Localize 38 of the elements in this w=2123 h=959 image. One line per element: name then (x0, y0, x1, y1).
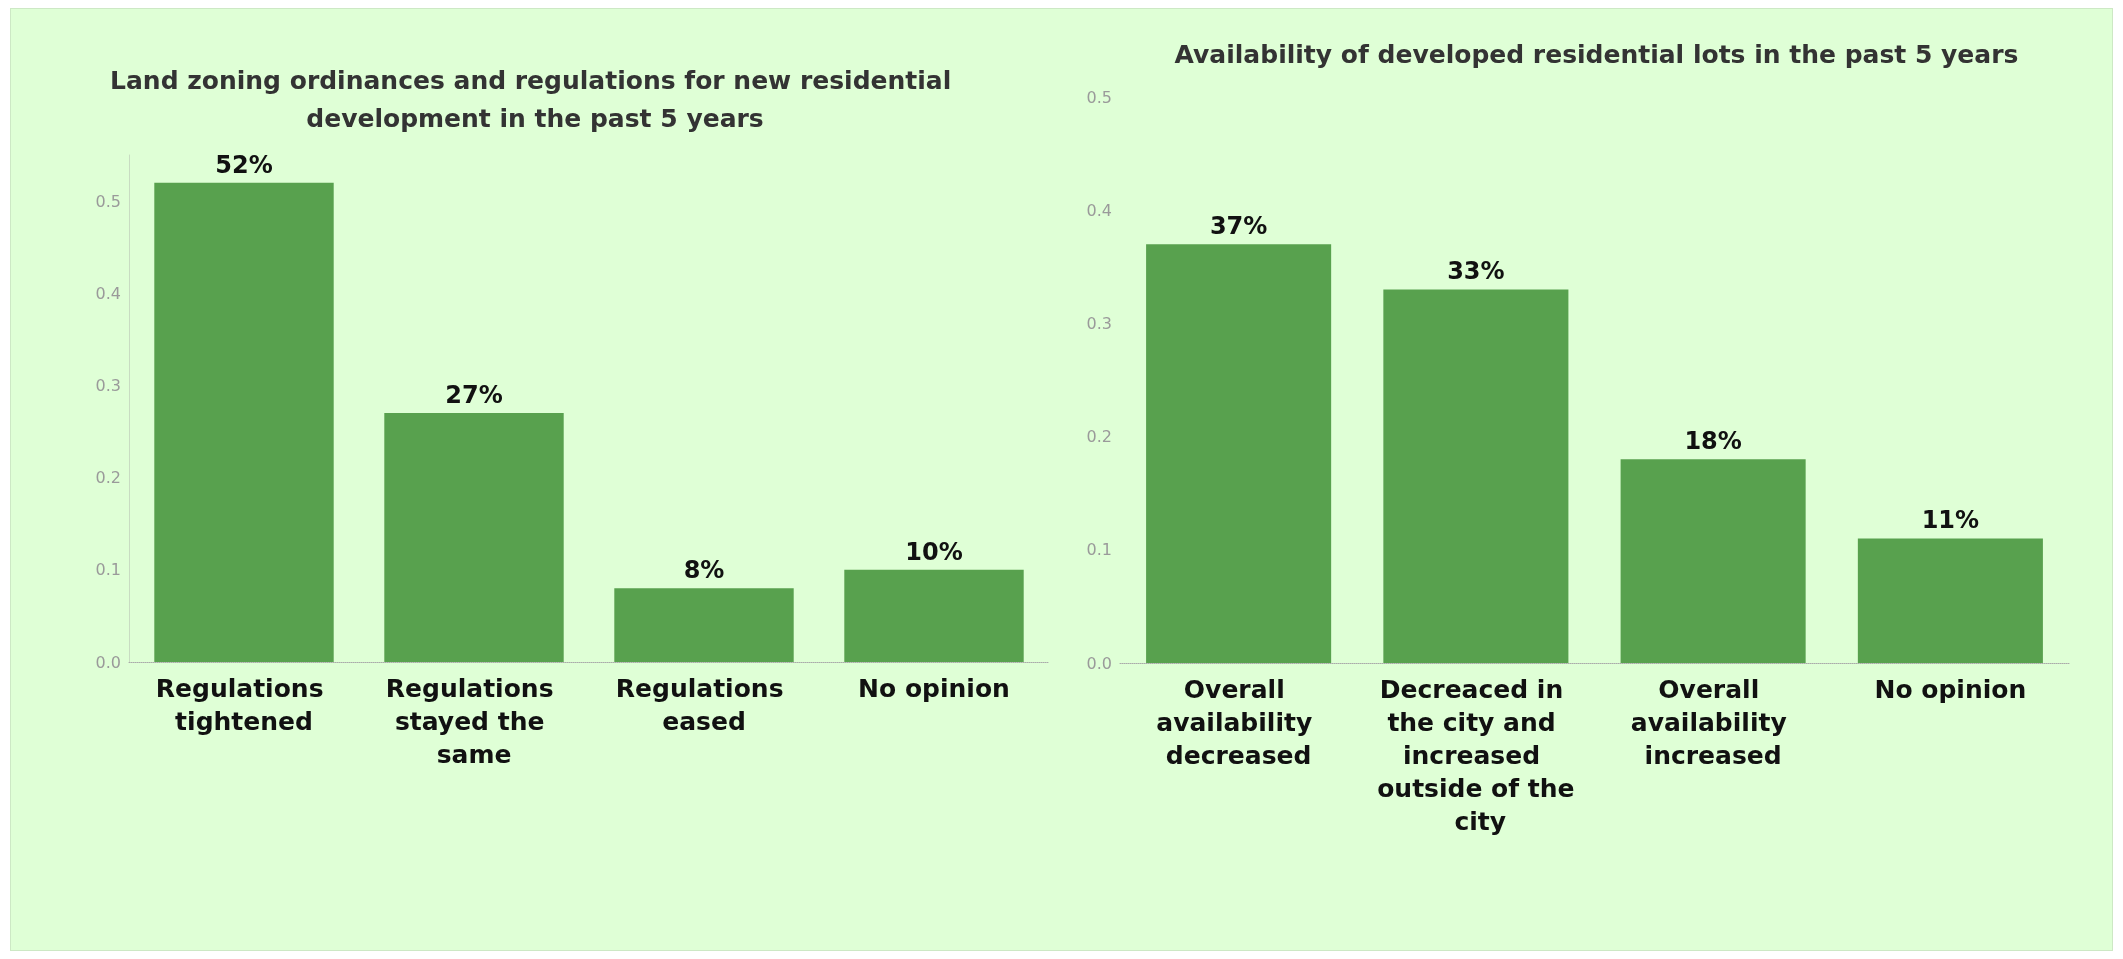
x-tick-label: Regulations tightened (155, 674, 333, 736)
x-tick-label: Regulations stayed the same (385, 674, 563, 769)
x-tick-label: Decreaced in the city and increased outside of the city (1377, 675, 1575, 836)
data-label: 10% (905, 537, 963, 566)
data-label: 27% (445, 381, 503, 410)
y-tick-label: 0.4 (1086, 200, 1112, 220)
x-tick-label: No opinion (1874, 675, 2027, 704)
y-tick-label: 0.0 (95, 652, 121, 672)
y-tick-label: 0.3 (1086, 313, 1112, 333)
data-label: 37% (1209, 212, 1268, 241)
y-tick-label: 0.1 (95, 560, 121, 580)
bar (384, 413, 564, 662)
bar (844, 569, 1024, 662)
data-label: 18% (1684, 427, 1742, 456)
y-tick-label: 0.0 (1086, 653, 1112, 673)
x-tick-label: Overall availability decreased (1156, 675, 1321, 770)
x-tick-label: Overall availability increased (1630, 675, 1796, 770)
chart-title: Land zoning ordinances and regulations for new residential development in the past 5 years (110, 65, 960, 133)
bar (1146, 244, 1332, 663)
x-tick-label: No opinion (858, 674, 1010, 703)
bar (1620, 459, 1806, 663)
bar (1857, 538, 2043, 663)
data-label: 11% (1921, 506, 1980, 535)
y-tick-label: 0.4 (95, 283, 121, 303)
y-tick-label: 0.5 (1086, 87, 1112, 107)
y-tick-label: 0.2 (1086, 427, 1112, 447)
data-label: 52% (215, 150, 273, 179)
y-tick-label: 0.5 (95, 191, 121, 211)
data-label: 33% (1447, 257, 1505, 286)
y-tick-label: 0.1 (1086, 540, 1112, 560)
bar (154, 182, 334, 662)
bar (1383, 289, 1569, 663)
bar (614, 588, 794, 662)
x-tick-label: Regulations eased (615, 674, 793, 736)
data-label: 8% (683, 556, 725, 585)
chart-title: Availability of developed residential lots in the past 5 years (1174, 39, 2019, 69)
y-tick-label: 0.3 (95, 375, 121, 395)
y-tick-label: 0.2 (95, 468, 121, 488)
